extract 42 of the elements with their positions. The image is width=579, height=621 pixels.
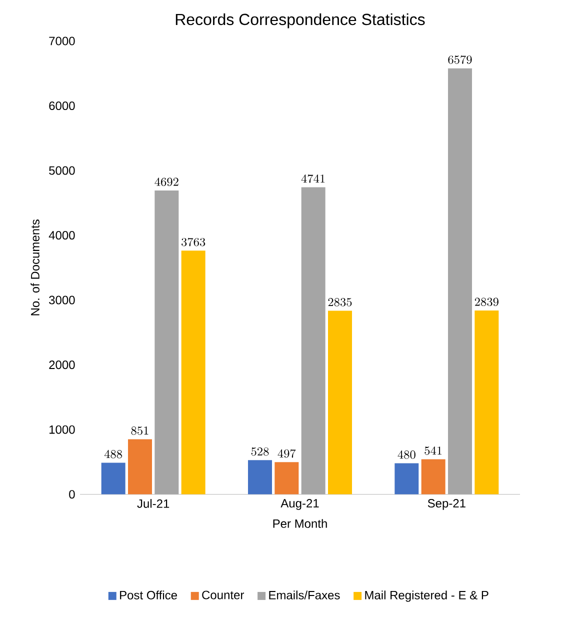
x-axis-title: Per Month [273, 519, 327, 528]
data-label: 4692 [154, 178, 178, 186]
data-label: 497 [278, 449, 296, 458]
data-label: 3763 [182, 238, 206, 246]
legend-label: Post Office [120, 590, 178, 600]
legend-label: Counter [202, 590, 244, 600]
y-tick-label: 3000 [49, 296, 75, 304]
x-tick-label: Jul-21 [137, 499, 170, 508]
data-label: 2835 [328, 298, 352, 306]
data-label: 528 [251, 447, 269, 456]
legend-label: Emails/Faxes [269, 590, 340, 600]
data-label: 480 [398, 450, 416, 459]
data-label: 6579 [448, 55, 472, 64]
bar [328, 310, 352, 494]
bar [181, 250, 206, 494]
bar [394, 463, 419, 494]
y-tick-label: 6000 [49, 102, 75, 110]
data-label: 4741 [301, 174, 325, 183]
data-label: 541 [424, 446, 442, 455]
legend-label: Mail Registered - E & P [365, 590, 488, 602]
data-label: 851 [131, 426, 148, 435]
chart-title: Records Correspondence Statistics [176, 13, 425, 28]
bar [448, 68, 472, 494]
bar [154, 190, 179, 494]
y-axis-title: No. of Documents [30, 220, 40, 316]
bar [248, 460, 272, 494]
x-tick-label: Aug-21 [280, 499, 319, 510]
data-label: 2839 [474, 298, 498, 306]
y-tick-label: 7000 [49, 36, 75, 46]
y-tick-label: 0 [69, 490, 75, 499]
x-tick-label: Sep-21 [428, 499, 466, 510]
bar [474, 310, 499, 494]
bar [128, 439, 152, 494]
y-tick-label: 1000 [50, 425, 75, 434]
bar [274, 462, 299, 494]
y-tick-label: 4000 [48, 231, 75, 240]
bar [421, 459, 446, 494]
y-tick-label: 5000 [49, 166, 75, 175]
bar [101, 462, 126, 494]
bar [301, 187, 326, 494]
y-tick-label: 2000 [49, 360, 75, 370]
data-label: 488 [104, 450, 122, 458]
